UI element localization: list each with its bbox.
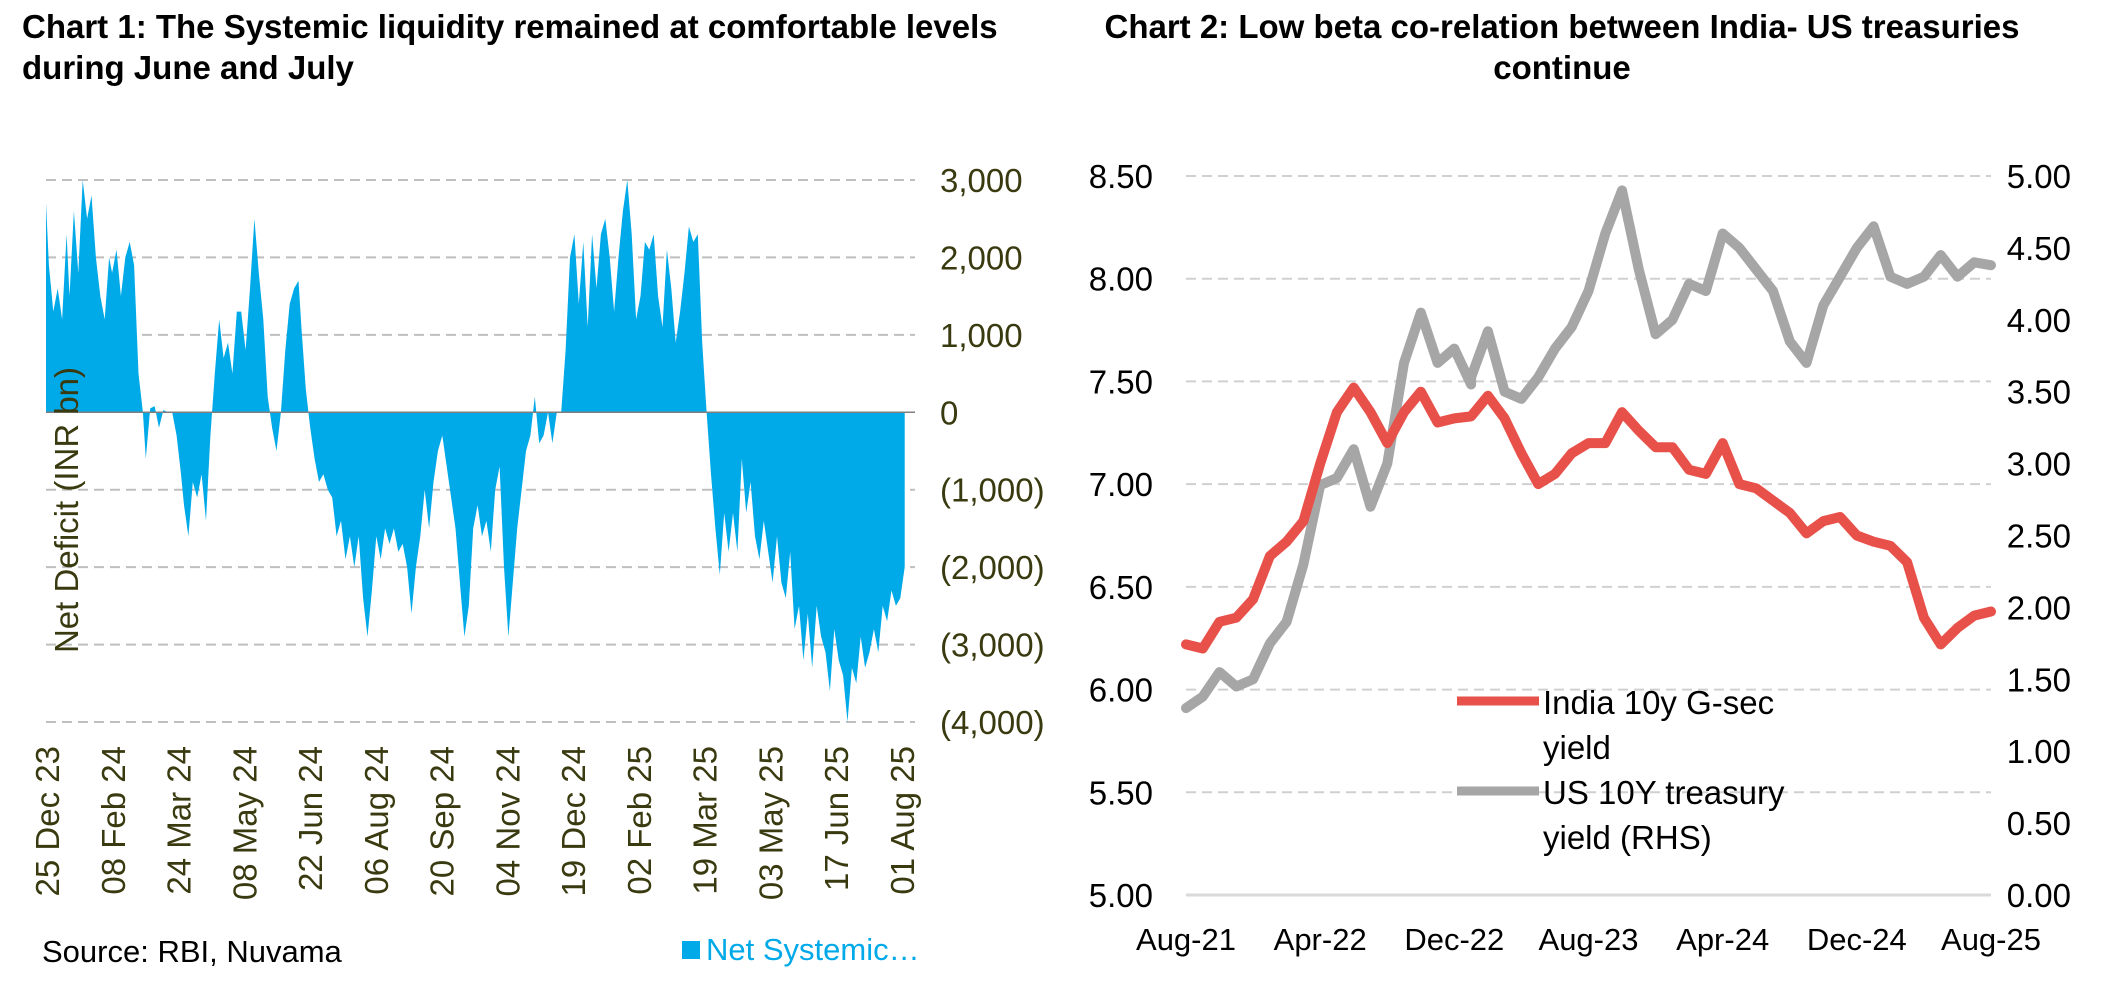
y-tick-label: (3,000) bbox=[940, 627, 1045, 664]
y-axis-title: Net Deficit (INR bn) bbox=[48, 367, 85, 653]
x-tick-label: Apr-22 bbox=[1274, 922, 1367, 957]
y-tick-label-left: 8.50 bbox=[1089, 158, 1153, 195]
liquidity-area-chart: 3,000 2,000 1,000 0 (1,000) (2,000) (3,000) (4,… bbox=[0, 0, 1061, 988]
series-line-us-10y bbox=[1181, 185, 1996, 714]
y-tick-label-right: 2.00 bbox=[2007, 589, 2071, 626]
y-tick-label: (4,000) bbox=[940, 704, 1045, 741]
x-tick-label: Dec-24 bbox=[1807, 922, 1907, 957]
liquidity-chart-svg: 3,000 2,000 1,000 0 (1,000) (2,000) (3,000) (4,… bbox=[29, 162, 1045, 969]
y-tick-label-left: 5.00 bbox=[1089, 877, 1153, 914]
y-tick-label: 3,000 bbox=[940, 162, 1023, 199]
y-tick-label-right: 1.50 bbox=[2007, 661, 2071, 698]
y-tick-label-right: 4.00 bbox=[2007, 302, 2071, 339]
y-tick-label-right: 0.50 bbox=[2007, 805, 2071, 842]
x-tick-label: Aug-23 bbox=[1539, 922, 1639, 957]
x-tick-label: 19 Mar 25 bbox=[687, 746, 724, 895]
yield-line-chart: 8.50 8.00 7.50 7.00 6.50 6.00 5.50 5.00 5.00 4.50… bbox=[1061, 0, 2122, 988]
x-tick-label: 02 Feb 25 bbox=[621, 746, 658, 895]
y-tick-label-right: 0.00 bbox=[2007, 877, 2071, 914]
y-tick-label-left: 7.00 bbox=[1089, 466, 1153, 503]
y-tick-label-right: 3.50 bbox=[2007, 374, 2071, 411]
y-tick-label: 2,000 bbox=[940, 239, 1023, 276]
x-tick-label: Dec-22 bbox=[1404, 922, 1504, 957]
x-tick-label: Aug-25 bbox=[1941, 922, 2041, 957]
source-note: Source: RBI, Nuvama bbox=[42, 934, 343, 969]
x-tick-label: 01 Aug 25 bbox=[884, 746, 921, 895]
y-tick-label-left: 6.50 bbox=[1089, 569, 1153, 606]
y-tick-label-right: 3.00 bbox=[2007, 446, 2071, 483]
x-tick-label: 06 Aug 24 bbox=[358, 746, 395, 895]
y-tick-label-left: 6.00 bbox=[1089, 672, 1153, 709]
y-tick-label: (2,000) bbox=[940, 549, 1045, 586]
y-tick-label-left: 8.00 bbox=[1089, 261, 1153, 298]
x-tick-label: Aug-21 bbox=[1136, 922, 1236, 957]
legend-label-us-line2: yield (RHS) bbox=[1543, 819, 1712, 856]
chart2-title: Chart 2: Low beta co-relation between In… bbox=[1062, 6, 2062, 88]
legend-label-india-line1: India 10y G-sec bbox=[1543, 684, 1774, 721]
y-tick-label-right: 1.00 bbox=[2007, 733, 2071, 770]
legend-label-india-line2: yield bbox=[1543, 729, 1611, 766]
x-tick-label: 08 May 24 bbox=[226, 746, 263, 900]
x-tick-label: 08 Feb 24 bbox=[95, 746, 132, 895]
x-tick-label: 19 Dec 24 bbox=[555, 746, 592, 896]
legend-label-us-line1: US 10Y treasury bbox=[1543, 774, 1785, 811]
x-tick-label: 20 Sep 24 bbox=[424, 746, 461, 896]
y-tick-label-right: 4.50 bbox=[2007, 230, 2071, 267]
chart1-title-text: Chart 1: The Systemic liquidity remained… bbox=[22, 8, 998, 86]
series-area-net-systemic bbox=[46, 180, 905, 722]
y-tick-label-right: 2.50 bbox=[2007, 518, 2071, 555]
legend-label-us: US 10Y treasury yield (RHS) bbox=[1543, 774, 1785, 856]
x-tick-label: 25 Dec 23 bbox=[29, 746, 66, 896]
yield-chart-svg: 8.50 8.00 7.50 7.00 6.50 6.00 5.50 5.00 5.00 4.50… bbox=[1089, 158, 2071, 957]
x-tick-label: Apr-24 bbox=[1676, 922, 1769, 957]
y-tick-label-left: 7.50 bbox=[1089, 363, 1153, 400]
y-tick-label-right: 5.00 bbox=[2007, 158, 2071, 195]
x-tick-label: 24 Mar 24 bbox=[161, 746, 198, 895]
x-tick-label: 04 Nov 24 bbox=[489, 746, 526, 896]
series-line-india-10y bbox=[1181, 382, 1996, 654]
y-tick-label: (1,000) bbox=[940, 472, 1045, 509]
y-tick-label-left: 5.50 bbox=[1089, 774, 1153, 811]
legend-label: Net Systemic… bbox=[706, 932, 920, 967]
y-tick-label: 0 bbox=[940, 394, 958, 431]
chart2-title-text: Chart 2: Low beta co-relation between In… bbox=[1104, 8, 2020, 86]
x-tick-label: 03 May 25 bbox=[753, 746, 790, 900]
x-tick-label: 17 Jun 25 bbox=[818, 746, 855, 891]
chart1-title: Chart 1: The Systemic liquidity remained… bbox=[22, 6, 1022, 88]
y-tick-label: 1,000 bbox=[940, 317, 1023, 354]
legend-label-india: India 10y G-sec yield bbox=[1543, 684, 1774, 766]
x-tick-label: 22 Jun 24 bbox=[292, 746, 329, 891]
legend-swatch bbox=[682, 941, 700, 959]
